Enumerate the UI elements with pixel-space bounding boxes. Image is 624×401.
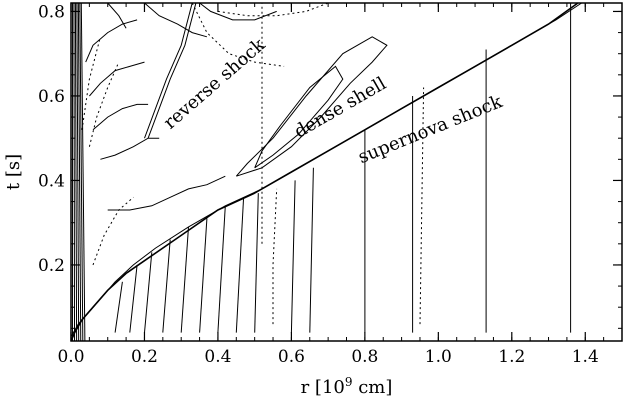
contour-lines (70, 2, 582, 342)
x-axis-label: r [109 cm] (301, 375, 393, 398)
x-tick-label: 1.2 (498, 347, 525, 367)
contour-line-30 (254, 193, 259, 333)
x-axis-label-main: r [10 (301, 377, 345, 398)
contour-line-16 (92, 196, 134, 266)
contour-line-18 (81, 36, 101, 130)
y-tick-label: 0.8 (38, 2, 65, 22)
y-tick-label: 0.4 (38, 171, 65, 191)
contour-line-1 (70, 2, 582, 338)
contour-line-25 (162, 239, 171, 333)
annotation-2: supernova shock (355, 91, 506, 168)
x-tick-label: 1.4 (572, 347, 599, 367)
x-tick-label: 0.0 (57, 347, 84, 367)
plot-frame (70, 2, 623, 342)
contour-line-31 (290, 180, 296, 333)
contour-line-8 (92, 103, 149, 131)
x-tick-label: 0.8 (351, 347, 378, 367)
contour-line-9 (89, 61, 145, 97)
contour-line-7 (100, 137, 160, 160)
contour-line-5 (235, 36, 388, 177)
contour-line-12 (144, 2, 208, 38)
contour-line-29 (235, 197, 245, 333)
dense-contour-1 (73, 2, 76, 342)
dense-contour-4 (77, 2, 82, 342)
x-tick-labels: 0.0 0.2 0.4 0.6 0.8 1.0 1.2 1.4 (57, 347, 598, 367)
contour-line-10 (85, 19, 138, 63)
contour-line-3 (147, 2, 197, 139)
contour-line-23 (129, 264, 138, 333)
dense-contour-2 (74, 2, 78, 342)
dense-contour-5 (79, 2, 84, 342)
y-tick-labels: 0.2 0.4 0.6 0.8 (38, 2, 65, 276)
contour-line-32 (309, 167, 314, 333)
axis-ticks (70, 3, 623, 341)
contour-line-28 (217, 205, 226, 333)
contour-line-14 (191, 2, 285, 67)
contour-line-0 (70, 2, 579, 342)
x-axis-label-exponent: 9 (345, 375, 353, 389)
dense-contour-3 (76, 2, 80, 342)
contour-line-2 (144, 2, 193, 139)
contour-line-13 (107, 2, 127, 29)
contour-line-27 (199, 218, 208, 333)
x-tick-label: 0.6 (278, 347, 305, 367)
contour-line-26 (180, 226, 189, 333)
contour-line-4 (254, 65, 344, 169)
dense-contour-6 (80, 2, 86, 342)
contour-line-6 (107, 175, 226, 211)
contour-line-15 (217, 2, 329, 17)
contour-line-20 (272, 188, 278, 325)
contour-line-24 (144, 252, 153, 333)
annotation-1: dense shell (291, 73, 390, 142)
dense-contour-band (71, 2, 86, 342)
x-tick-label: 0.4 (204, 347, 231, 367)
x-tick-label: 0.2 (131, 347, 158, 367)
y-axis-label: t [s] (3, 154, 24, 190)
x-tick-label: 1.0 (425, 347, 452, 367)
contour-line-11 (199, 2, 277, 21)
contour-line-17 (88, 61, 120, 147)
y-tick-label: 0.2 (38, 256, 65, 276)
y-tick-label: 0.6 (38, 87, 65, 107)
contour-line-22 (114, 281, 123, 333)
x-axis-label-unit: cm] (353, 377, 393, 398)
annotation-0: reverse shock (160, 34, 270, 134)
